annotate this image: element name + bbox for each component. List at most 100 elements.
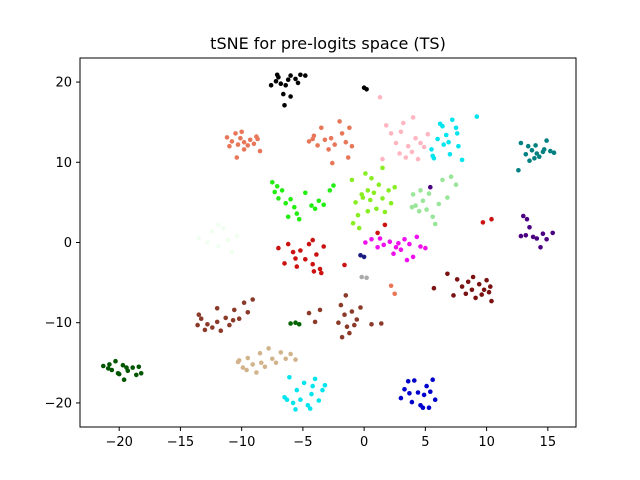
data-point [312,206,318,212]
data-point [365,188,371,193]
data-point [349,177,355,183]
data-point [424,383,429,389]
data-point [303,73,308,78]
data-point [426,191,432,196]
data-point [309,391,314,397]
data-point [232,307,237,313]
data-point [339,334,345,340]
data-point [377,236,383,241]
data-point [296,216,302,222]
data-point [418,188,423,193]
data-point [218,328,224,334]
data-point [288,94,293,99]
data-point [283,200,289,206]
data-point [306,139,312,144]
data-point [270,356,275,362]
data-point [344,324,350,330]
data-point [459,157,465,163]
data-point [349,309,355,314]
data-point [380,156,385,162]
data-point [109,367,115,373]
data-point [421,144,427,150]
data-point [317,307,323,313]
data-point [398,129,404,135]
data-point [414,234,420,240]
data-point [473,295,478,301]
data-point [432,397,438,403]
data-point [548,148,553,154]
data-point [276,245,281,251]
data-point [309,203,314,208]
data-point [537,154,542,159]
data-point [364,87,369,92]
data-point [420,405,426,411]
data-point [410,254,416,260]
data-point [432,221,438,227]
data-point [227,322,232,328]
data-point [391,251,396,256]
data-point [392,291,398,297]
data-point [364,275,369,281]
data-point [255,136,260,142]
data-point [303,190,308,196]
data-point [429,147,434,152]
chart-title: tSNE for pre-logits space (TS) [210,34,446,53]
y-tick-label: −20 [45,396,72,411]
data-point [288,321,293,326]
x-tick-label: 10 [478,435,495,450]
data-point [221,225,226,231]
data-point [382,209,388,215]
data-point [421,392,427,398]
data-point [401,120,406,126]
data-point [354,317,360,322]
data-point [296,322,302,327]
data-point [338,302,344,308]
data-point [342,312,347,318]
data-point [426,405,432,411]
data-point [470,274,476,280]
data-point [551,150,557,155]
data-point [310,237,316,243]
data-point [369,322,374,327]
data-point [431,285,437,291]
data-point [381,242,387,248]
data-point [456,143,461,149]
data-point [288,73,293,78]
data-point [479,292,485,297]
data-point [235,142,241,147]
x-tick-label: −5 [293,435,312,450]
y-tick-label: −10 [45,316,72,331]
data-point [216,222,221,228]
data-point [310,383,316,389]
data-point [293,320,298,326]
data-point [454,277,460,282]
data-point [405,143,411,149]
y-axis: −20 −10 0 10 20 [45,76,80,411]
data-point [283,356,289,362]
data-point [410,192,416,197]
data-point [241,300,247,306]
data-point [383,123,389,128]
data-point [379,321,384,326]
data-point [298,248,303,253]
data-point [223,315,228,321]
data-point [393,245,399,250]
data-point [195,322,200,328]
x-tick-label: 5 [421,435,429,450]
data-point [317,266,323,272]
data-point [322,383,328,388]
data-point [388,283,394,289]
data-point [273,79,279,84]
data-point [353,200,358,205]
data-point [279,188,285,193]
data-point [436,201,442,207]
data-point [523,152,529,157]
data-point [257,350,263,356]
x-tick-label: −15 [167,435,194,450]
data-point [241,147,247,152]
data-point [451,293,456,298]
data-point [124,365,129,370]
data-point [272,189,278,195]
data-point [476,281,482,287]
data-point [480,220,486,225]
